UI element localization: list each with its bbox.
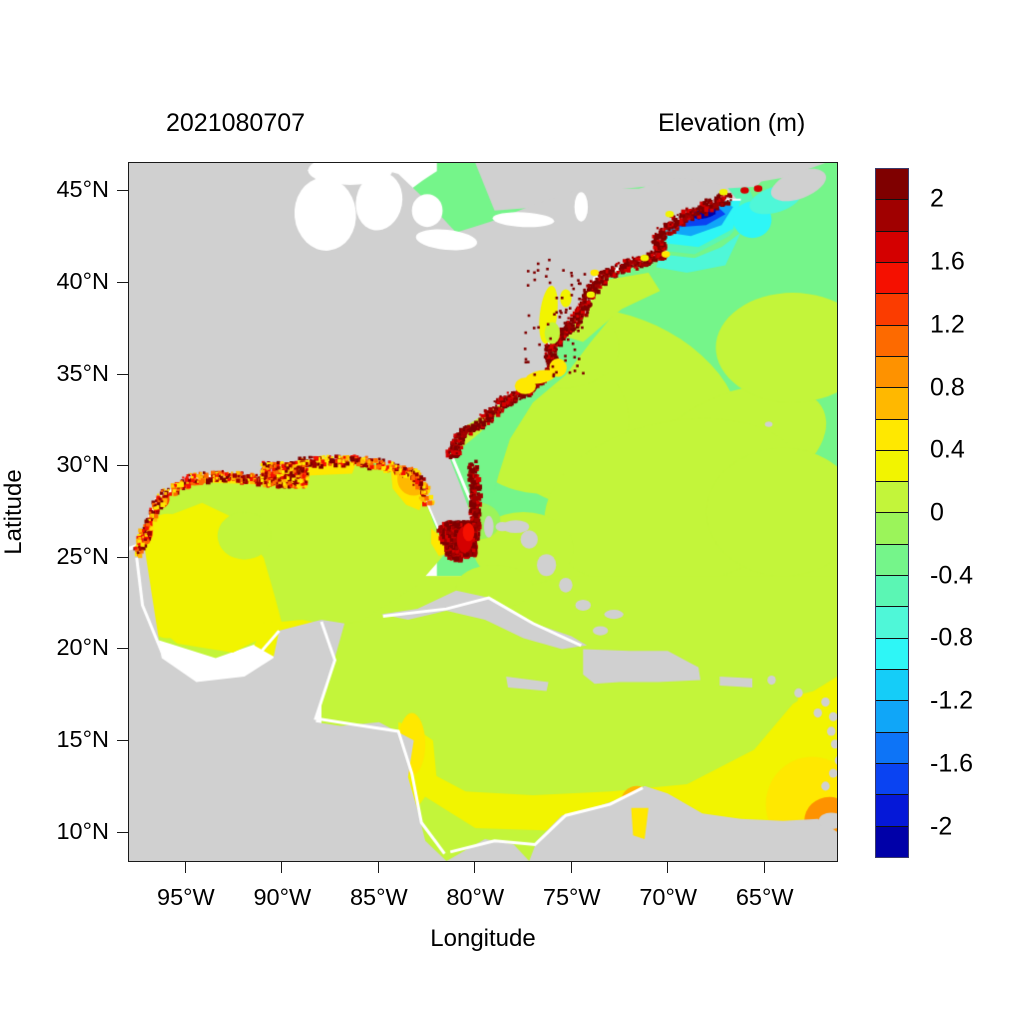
x-axis-tick (667, 862, 668, 873)
x-axis-tick (378, 862, 379, 873)
y-axis-tick-label: 40°N (56, 268, 109, 295)
colorbar-band (876, 545, 908, 576)
colorbar-tick-label: 0.4 (930, 436, 965, 465)
colorbar-tick-labels: 2 1.6 1.2 0.8 0.4 0 -0.4 -0.8 -1.2 -1.6 -2 (930, 168, 1020, 858)
colorbar-band (876, 357, 908, 388)
colorbar-band (876, 513, 908, 544)
y-axis-tick-label: 35°N (56, 360, 109, 387)
map-raster (129, 163, 837, 861)
x-axis-tick (281, 862, 282, 873)
colorbar-band (876, 482, 908, 513)
map-title: 2021080707 (166, 109, 305, 138)
y-axis-tick (117, 190, 128, 191)
x-axis-tick-label: 80°W (446, 884, 504, 911)
x-axis-tick-label: 95°W (157, 884, 215, 911)
x-axis-tick (764, 862, 765, 873)
colorbar-title: Elevation (m) (658, 109, 805, 138)
colorbar-band (876, 701, 908, 732)
colorbar-band (876, 764, 908, 795)
colorbar-band (876, 576, 908, 607)
y-axis-label: Latitude (0, 469, 28, 554)
colorbar-band (876, 827, 908, 857)
y-axis-tick-label: 25°N (56, 543, 109, 570)
colorbar-band (876, 200, 908, 231)
y-axis-tick-label: 15°N (56, 726, 109, 753)
x-axis-tick (571, 862, 572, 873)
colorbar-band (876, 639, 908, 670)
x-axis-tick-label: 90°W (253, 884, 311, 911)
colorbar-tick-label: -1.2 (930, 687, 973, 716)
x-axis-tick-label: 75°W (543, 884, 601, 911)
y-axis-tick-label: 30°N (56, 451, 109, 478)
y-axis-tick (117, 374, 128, 375)
colorbar-tick-label: -1.6 (930, 749, 973, 778)
colorbar-tick-label: -0.8 (930, 624, 973, 653)
colorbar-tick-label: -2 (930, 812, 952, 841)
y-axis-tick-label: 20°N (56, 634, 109, 661)
colorbar-tick-label: 2 (930, 185, 944, 214)
colorbar-band (876, 232, 908, 263)
y-axis-tick-label: 10°N (56, 818, 109, 845)
x-axis-tick-label: 65°W (736, 884, 794, 911)
x-axis-tick-label: 85°W (350, 884, 408, 911)
x-axis-tick (474, 862, 475, 873)
y-axis-tick-label: 45°N (56, 176, 109, 203)
colorbar-band (876, 733, 908, 764)
x-axis-label: Longitude (430, 925, 535, 953)
y-axis-tick (117, 465, 128, 466)
colorbar-tick-label: 0 (930, 499, 944, 528)
map-plot-area[interactable] (128, 162, 838, 862)
figure-root: 2021080707 Elevation (m) 45°N 40°N 35°N 30°… (0, 0, 1024, 1024)
colorbar-tick-label: 0.8 (930, 373, 965, 402)
y-axis-tick (117, 740, 128, 741)
y-axis-tick (117, 282, 128, 283)
colorbar-band (876, 451, 908, 482)
colorbar-band (876, 670, 908, 701)
colorbar-tick-label: 1.6 (930, 248, 965, 277)
colorbar-band (876, 388, 908, 419)
colorbar-band (876, 607, 908, 638)
x-axis-tick-label: 70°W (639, 884, 697, 911)
colorbar-band (876, 263, 908, 294)
y-axis-tick (117, 648, 128, 649)
colorbar-tick-label: 1.2 (930, 310, 965, 339)
colorbar-tick-label: -0.4 (930, 561, 973, 590)
x-axis-tick (185, 862, 186, 873)
colorbar-band (876, 326, 908, 357)
colorbar-band (876, 294, 908, 325)
colorbar[interactable] (875, 168, 909, 858)
colorbar-band (876, 169, 908, 200)
colorbar-band (876, 795, 908, 826)
y-axis-tick (117, 832, 128, 833)
y-axis-tick (117, 557, 128, 558)
colorbar-band (876, 420, 908, 451)
